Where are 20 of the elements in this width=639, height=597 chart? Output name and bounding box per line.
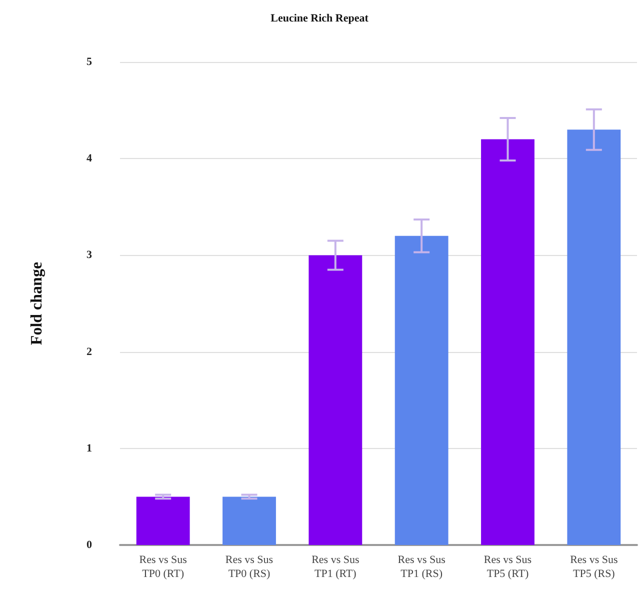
- y-tick-label: 5: [86, 56, 92, 68]
- x-tick-label: Res vs Sus TP0 (RS): [225, 554, 274, 580]
- x-tick-label: Res vs Sus TP5 (RS): [570, 554, 618, 580]
- y-tick-label: 1: [86, 442, 92, 454]
- x-tick-label: Res vs Sus TP5 (RT): [484, 554, 532, 580]
- bar: [567, 130, 621, 545]
- y-axis-title: Fold change: [28, 262, 46, 346]
- y-tick-label: 2: [86, 346, 92, 358]
- bar: [394, 236, 448, 545]
- bar: [136, 496, 190, 545]
- x-tick-label: Res vs Sus TP1 (RT): [312, 554, 360, 580]
- bar: [222, 496, 276, 545]
- x-tick-label: Res vs Sus TP0 (RT): [139, 554, 187, 580]
- y-tick-label: 0: [86, 539, 92, 551]
- bar: [481, 139, 534, 545]
- y-tick-label: 4: [86, 152, 92, 165]
- chart-title: Leucine Rich Repeat: [270, 12, 369, 24]
- x-tick-label: Res vs Sus TP1 (RS): [398, 554, 446, 580]
- bar: [308, 255, 362, 545]
- y-tick-label: 3: [86, 249, 92, 262]
